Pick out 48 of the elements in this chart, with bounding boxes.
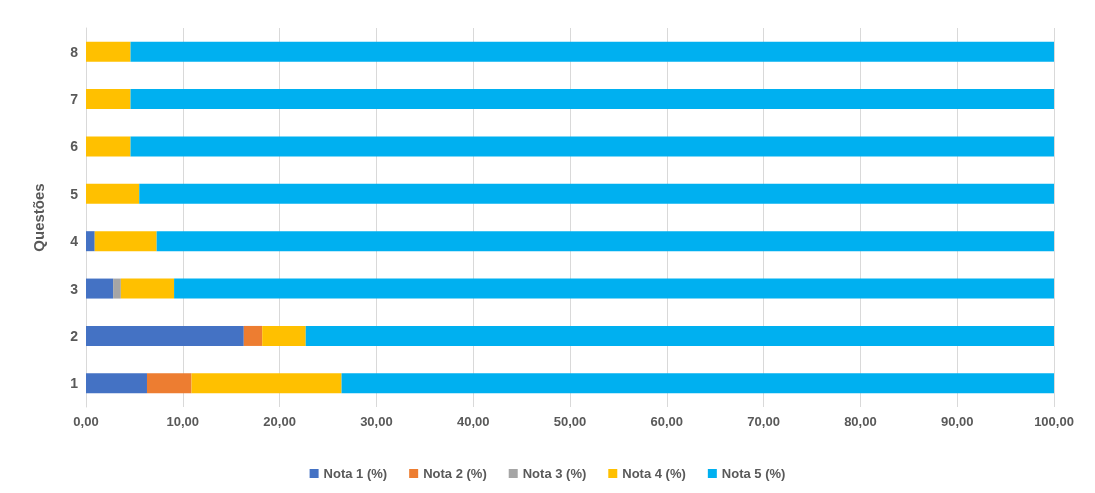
bar	[305, 325, 1054, 346]
legend-label: Nota 2 (%)	[423, 466, 487, 481]
bar	[139, 183, 1054, 204]
bar	[120, 278, 175, 299]
bar	[262, 325, 306, 346]
y-axis-title: Questões	[30, 183, 47, 252]
x-tick-label: 60,00	[650, 414, 684, 429]
y-tick-label: 5	[70, 185, 79, 202]
bar	[146, 373, 192, 394]
y-tick-label: 6	[70, 138, 79, 155]
legend-label: Nota 1 (%)	[323, 466, 388, 481]
bar	[130, 136, 1054, 157]
bar	[174, 278, 1054, 299]
bar	[86, 41, 131, 62]
x-tick-label: 100,00	[1034, 414, 1074, 429]
y-tick-label: 8	[70, 43, 79, 60]
bar	[130, 41, 1054, 62]
x-tick-label: 20,00	[263, 414, 296, 429]
x-tick-label: 80,00	[844, 414, 877, 429]
y-tick-label: 3	[70, 280, 79, 297]
y-tick-label: 4	[70, 233, 79, 250]
bar	[86, 325, 244, 346]
bar	[94, 231, 157, 252]
bar	[86, 183, 140, 204]
bar	[156, 231, 1054, 252]
bar	[243, 325, 263, 346]
x-tick-label: 50,00	[553, 414, 587, 429]
x-tick-label: 0,00	[73, 414, 99, 429]
x-tick-label: 70,00	[747, 414, 780, 429]
bar	[86, 231, 95, 252]
bar	[86, 278, 114, 299]
y-tick-label: 7	[70, 91, 79, 108]
bar	[341, 373, 1054, 394]
legend-label: Nota 5 (%)	[721, 466, 786, 481]
bar	[113, 278, 121, 299]
bar	[191, 373, 342, 394]
x-tick-label: 40,00	[456, 414, 490, 429]
bar	[130, 89, 1054, 110]
bar	[86, 136, 131, 157]
y-tick-label: 2	[70, 327, 79, 344]
bar	[86, 373, 147, 394]
y-tick-label: 1	[70, 375, 79, 392]
x-tick-label: 30,00	[360, 414, 393, 429]
bar	[86, 89, 131, 110]
x-tick-label: 90,00	[940, 414, 974, 429]
legend-label: Nota 4 (%)	[622, 466, 686, 481]
x-tick-label: 10,00	[166, 414, 200, 429]
legend-label: Nota 3 (%)	[522, 466, 587, 481]
